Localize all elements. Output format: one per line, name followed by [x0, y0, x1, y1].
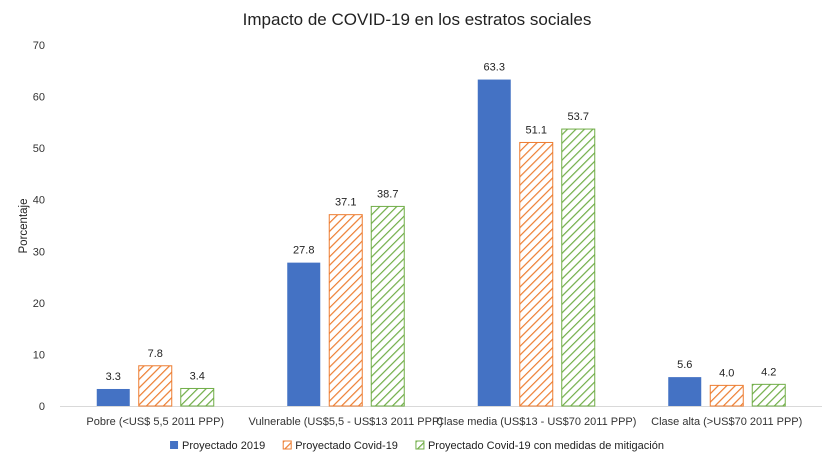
y-tick-label: 60: [33, 92, 45, 104]
y-axis-title: Porcentaje: [18, 199, 30, 254]
y-tick-label: 0: [39, 401, 45, 413]
bar: [370, 205, 405, 407]
bar-value-label: 51.1: [526, 124, 547, 136]
legend-item: Proyectado Covid-19 con medidas de mitig…: [415, 440, 664, 452]
bar-value-label: 38.7: [377, 188, 398, 200]
bar: [287, 262, 321, 406]
bar-value-label: 27.8: [293, 245, 314, 257]
x-axis-category-labels: Pobre (<US$ 5,5 2011 PPP) Vulnerable (US$…: [86, 416, 802, 428]
bar-value-label: 3.4: [190, 370, 205, 382]
y-tick-label: 10: [33, 349, 45, 361]
bar-value-label: 5.6: [677, 359, 692, 371]
bar: [138, 365, 173, 407]
y-axis-ticks: 0 10 20 30 40 50 60 70: [33, 40, 45, 413]
bar-value-label: 4.2: [761, 366, 776, 378]
bar: [751, 383, 786, 407]
bar: [561, 128, 596, 407]
x-category-label: Pobre (<US$ 5,5 2011 PPP): [86, 416, 224, 428]
bar-value-label: 3.3: [106, 371, 121, 383]
bar-value-label: 4.0: [719, 367, 734, 379]
data-labels-group: 3.3 7.8 3.4 27.8 37.1 38.7 63.3 51.1 53.7 5.6 4.0 4…: [106, 62, 777, 383]
y-tick-label: 30: [33, 246, 45, 258]
bar-value-label: 37.1: [335, 197, 356, 209]
legend-label: Proyectado Covid-19: [295, 440, 398, 452]
x-category-label: Clase alta (>US$70 2011 PPP): [651, 416, 802, 428]
y-tick-label: 50: [33, 143, 45, 155]
bar: [668, 377, 702, 406]
bar: [180, 387, 215, 407]
bar-value-label: 63.3: [484, 62, 505, 74]
bar: [477, 79, 511, 406]
bar: [709, 384, 744, 407]
y-tick-label: 40: [33, 195, 45, 207]
legend-swatch: [170, 441, 179, 449]
legend-item: Proyectado 2019: [170, 440, 265, 452]
bar: [519, 141, 554, 407]
bar-value-label: 53.7: [568, 111, 589, 123]
x-category-label: Vulnerable (US$5,5 - US$13 2011 PPP): [249, 416, 443, 428]
legend-label: Proyectado 2019: [182, 440, 265, 452]
y-tick-label: 20: [33, 298, 45, 310]
legend-item: Proyectado Covid-19: [282, 440, 398, 452]
chart-title: Impacto de COVID-19 en los estratos soci…: [243, 10, 592, 29]
bar: [328, 214, 363, 407]
bars-group: [96, 79, 786, 407]
legend: Proyectado 2019 Proyectado Covid-19 Proyec…: [170, 440, 664, 452]
legend-swatch: [415, 440, 425, 450]
bar-value-label: 7.8: [148, 348, 163, 360]
x-category-label: Clase media (US$13 - US$70 2011 PPP): [436, 416, 636, 428]
bar: [96, 388, 130, 406]
legend-label: Proyectado Covid-19 con medidas de mitig…: [428, 440, 664, 452]
legend-swatch: [282, 440, 292, 450]
y-tick-label: 70: [33, 40, 45, 52]
